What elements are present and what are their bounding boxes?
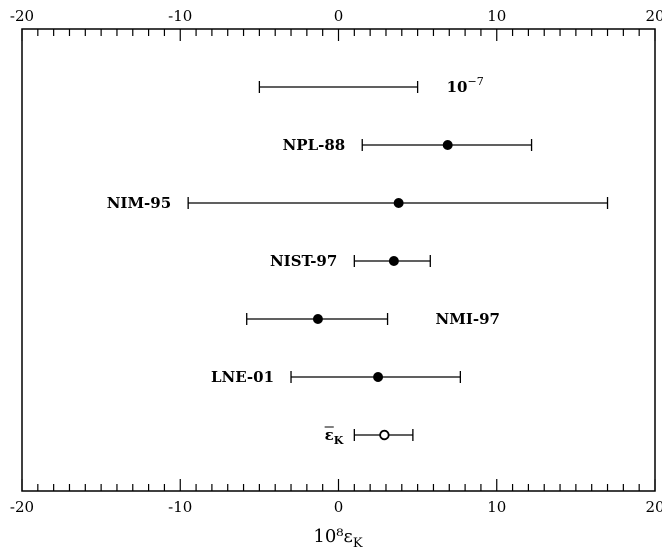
- bottom-tick-label: -20: [10, 498, 34, 516]
- point-label: 10−7: [447, 75, 484, 96]
- data-point-row: 10−7: [258, 75, 484, 96]
- data-point-row: εK: [324, 426, 414, 447]
- point-marker: [393, 198, 404, 208]
- data-point-row: NPL-88: [283, 136, 533, 154]
- point-label: LNE-01: [211, 368, 274, 386]
- x-axis-label: 10⁸εK: [313, 526, 362, 548]
- bottom-tick-label: 10: [487, 498, 506, 516]
- point-label: εK: [325, 426, 344, 447]
- data-point-row: NMI-97: [246, 310, 500, 328]
- axis-tick-labels: -20 -20 -10 -10 0 0 10 10 20 20: [10, 7, 662, 516]
- point-marker: [388, 256, 399, 266]
- point-label: NIST-97: [270, 252, 337, 270]
- top-tick-label: 20: [645, 7, 662, 25]
- axis-ticks: [21, 29, 656, 491]
- point-marker: [373, 372, 384, 382]
- bottom-tick-label: -10: [168, 498, 192, 516]
- top-tick-label: -20: [10, 7, 34, 25]
- point-marker: [312, 314, 323, 324]
- data-point-row: LNE-01: [211, 368, 462, 386]
- point-label: NMI-97: [436, 310, 500, 328]
- top-tick-label: 10: [487, 7, 506, 25]
- point-label: NIM-95: [107, 194, 171, 212]
- data-point-row: NIST-97: [270, 252, 431, 270]
- point-marker: [442, 140, 453, 150]
- data-series: 10−7 NPL-88 NIM-95 NIST-97 NMI-97 LNE-01 εK: [107, 75, 609, 447]
- data-point-row: NIM-95: [107, 194, 609, 212]
- plot-frame: [21, 28, 656, 492]
- top-tick-label: 0: [334, 7, 344, 25]
- point-label: NPL-88: [283, 136, 346, 154]
- top-tick-label: -10: [168, 7, 192, 25]
- bottom-tick-label: 20: [645, 498, 662, 516]
- point-marker-open: [379, 429, 390, 441]
- bottom-tick-label: 0: [334, 498, 344, 516]
